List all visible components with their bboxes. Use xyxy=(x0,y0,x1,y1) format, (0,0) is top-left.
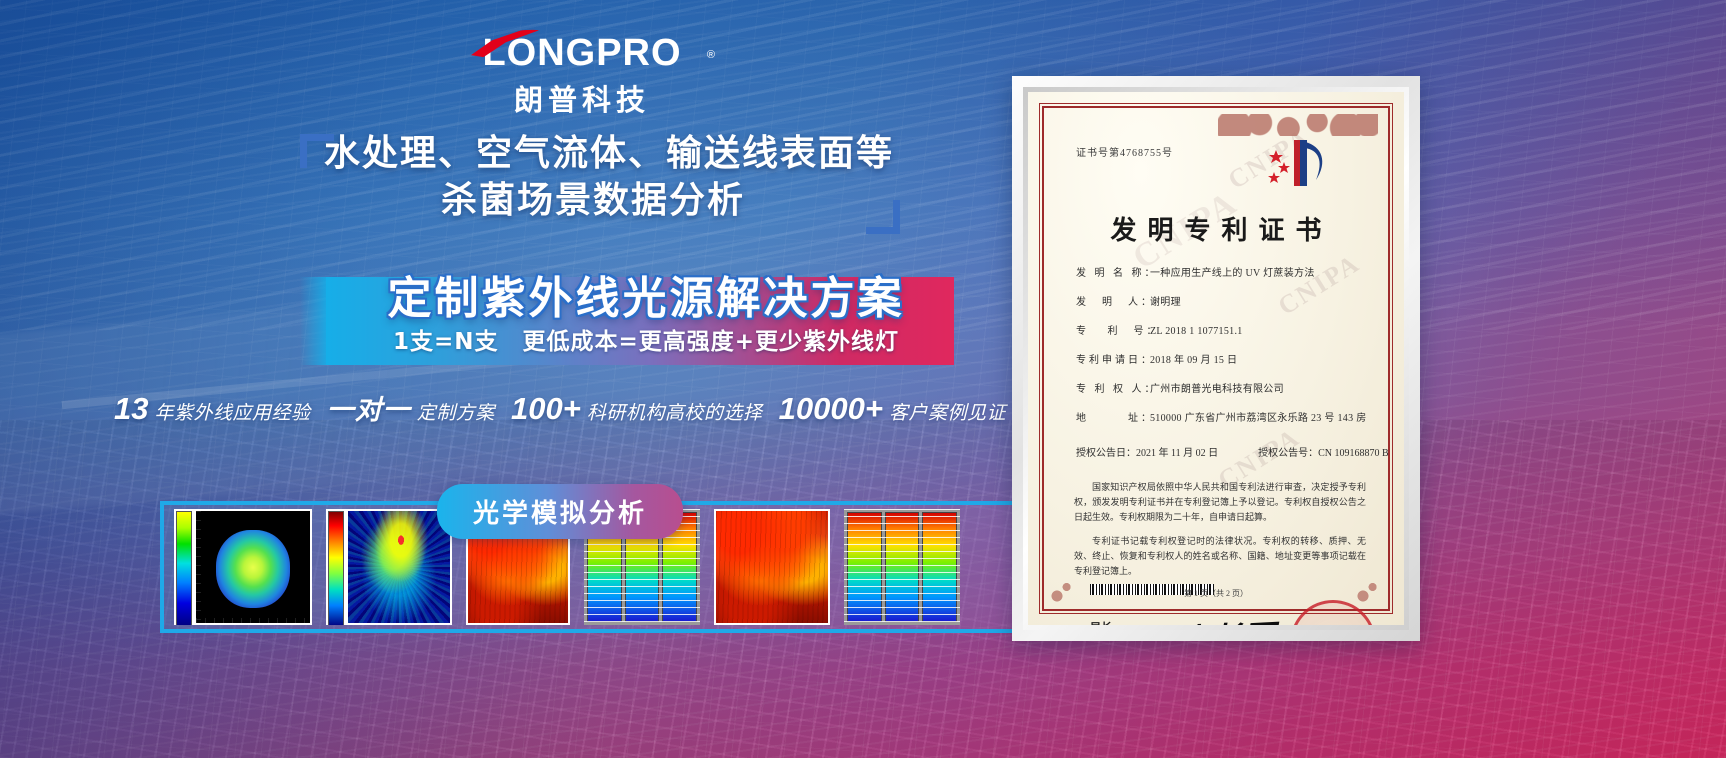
barcode xyxy=(1090,584,1214,595)
certificate-title: 发明专利证书 xyxy=(1110,216,1333,245)
stat-item-experience: 13 年紫外线应用经验 xyxy=(114,391,311,427)
surface-heatmap-plot-2 xyxy=(714,509,830,625)
field-key: 专 利 权 人： xyxy=(1076,384,1158,395)
x-axis-ticks xyxy=(196,618,310,623)
ray-density-scatter-plot xyxy=(326,509,452,625)
bar-column xyxy=(844,509,960,625)
certificate-grant-line: 授权公告日：2021 年 11 月 02 日 授权公告号：CN 10916887… xyxy=(1076,448,1389,459)
cnipa-emblem-icon xyxy=(1268,140,1323,186)
stat-item-customers: 10000+ 客户案例见证 xyxy=(779,391,1006,427)
stat-label: 定制方案 xyxy=(416,402,495,424)
brand-logo: LONGPRO ® 朗普科技 xyxy=(452,30,715,119)
certificate-field-row: 发 明 人：谢明理 xyxy=(1076,293,1368,308)
field-key: 发 明 名 称： xyxy=(1076,268,1158,279)
stat-number: 一对一 xyxy=(326,395,411,426)
field-key: 发 明 人： xyxy=(1076,297,1154,308)
ornament-flourish-icon xyxy=(1218,114,1378,136)
certificate-field-row: 发 明 名 称：一种应用生产线上的 UV 灯蔗装方法 xyxy=(1076,264,1368,279)
patent-certificate-frame: CNIPA CNIPA CNIPA CNIPA 证书号第4768755号 xyxy=(1012,76,1420,641)
bar-columns xyxy=(844,509,960,625)
ornament-corner-icon xyxy=(1354,575,1384,605)
ornament-corner-icon xyxy=(1048,575,1078,605)
registered-trademark-icon: ® xyxy=(706,49,716,61)
spectral-bar-plot-2 xyxy=(844,509,960,625)
handwritten-signature: 申长雨 xyxy=(1177,610,1278,625)
logo-wordmark-text: LONGPRO xyxy=(482,32,682,74)
field-value: ZL 2018 1 1077151.1 xyxy=(1150,326,1243,337)
stat-item-institutions: 100+ 科研机构高校的选择 xyxy=(511,391,762,427)
page-footer-note: 第 1 页（共 2 页） xyxy=(1184,589,1248,598)
certificate-field-row: 专 利 号：ZL 2018 1 1077151.1 xyxy=(1076,322,1368,337)
title-gradient-bar xyxy=(300,277,954,365)
stat-item-one-to-one: 一对一 定制方案 xyxy=(327,388,495,427)
stat-number: 100+ xyxy=(511,391,581,426)
field-value: 一种应用生产线上的 UV 灯蔗装方法 xyxy=(1150,268,1315,279)
certificate-field-row: 专 利 权 人：广州市朗普光电科技有限公司 xyxy=(1076,380,1368,395)
field-key: 专 利 号： xyxy=(1076,326,1160,337)
stat-label: 客户案例见证 xyxy=(888,402,1006,424)
bar-column xyxy=(844,509,960,625)
stats-row: 13 年紫外线应用经验 一对一 定制方案 100+ 科研机构高校的选择 1000… xyxy=(110,388,1010,427)
director-block: 局长 申长雨 xyxy=(1090,620,1123,625)
plot-canvas xyxy=(196,511,310,623)
logo-chinese-name: 朗普科技 xyxy=(513,83,650,117)
main-title: 定制紫外线光源解决方案 xyxy=(387,273,905,324)
field-value: 谢明理 xyxy=(1150,297,1181,308)
bar-column xyxy=(844,509,960,625)
certificate-red-border xyxy=(1039,103,1393,614)
headline-line-2: 杀菌场景数据分析 xyxy=(440,180,745,221)
certificate-number: 证书号第4768755号 xyxy=(1076,148,1173,159)
plot-canvas xyxy=(716,511,828,623)
colorbar-legend xyxy=(176,511,192,625)
certificate-paper: CNIPA CNIPA CNIPA CNIPA 证书号第4768755号 xyxy=(1028,92,1404,625)
ray-density-speckle xyxy=(348,511,450,623)
colorbar-legend xyxy=(328,511,344,625)
corner-bracket-bottom-right-icon xyxy=(866,200,900,234)
certificate-field-row: 地 址：510000 广东省广州市荔湾区永乐路 23 号 143 房 xyxy=(1076,409,1368,424)
optical-simulation-badge: 光学模拟分析 xyxy=(437,484,684,539)
field-key: 地 址： xyxy=(1076,413,1154,424)
plot-canvas xyxy=(348,511,450,623)
simulation-image-panel xyxy=(160,501,1122,633)
certificate-paragraph-2: 专利证书记载专利权登记时的法律状况。专利权的转移、质押、无效、终止、恢复和专利权… xyxy=(1074,536,1366,576)
field-value: 510000 广东省广州市荔湾区永乐路 23 号 143 房 xyxy=(1150,413,1367,424)
y-axis-ticks xyxy=(196,511,201,623)
bar-columns xyxy=(584,509,700,625)
sub-title: 1支=N支 更低成本=更高强度+更少紫外线灯 xyxy=(392,329,900,355)
stat-number: 13 xyxy=(114,391,149,426)
corner-bracket-top-left-icon xyxy=(300,134,334,168)
logo-wordmark: LONGPRO ® xyxy=(452,30,715,76)
irradiance-contour-plot xyxy=(174,509,312,625)
stat-number: 10000+ xyxy=(778,391,883,426)
certificate-inner-frame: CNIPA CNIPA CNIPA CNIPA 证书号第4768755号 xyxy=(1023,87,1409,630)
headline: 水处理、空气流体、输送线表面等 杀菌场景数据分析 xyxy=(300,130,920,234)
field-key: 专利申请日： xyxy=(1076,355,1154,366)
surface-heatmap xyxy=(716,511,828,623)
stat-label: 年紫外线应用经验 xyxy=(154,402,311,424)
field-value: 2018 年 09 月 15 日 xyxy=(1150,355,1238,366)
headline-line-1: 水处理、空气流体、输送线表面等 xyxy=(324,133,895,174)
irradiance-blob xyxy=(216,530,290,609)
director-title: 局长 xyxy=(1090,620,1123,625)
stat-label: 科研机构高校的选择 xyxy=(586,402,763,424)
spectral-bar-plot-1 xyxy=(584,509,700,625)
field-value: 广州市朗普光电科技有限公司 xyxy=(1150,384,1284,395)
certificate-paragraph-1: 国家知识产权局依照中华人民共和国专利法进行审查，决定授予专利权，颁发发明专利证书… xyxy=(1074,482,1366,522)
certificate-field-row: 专利申请日：2018 年 09 月 15 日 xyxy=(1076,351,1368,366)
